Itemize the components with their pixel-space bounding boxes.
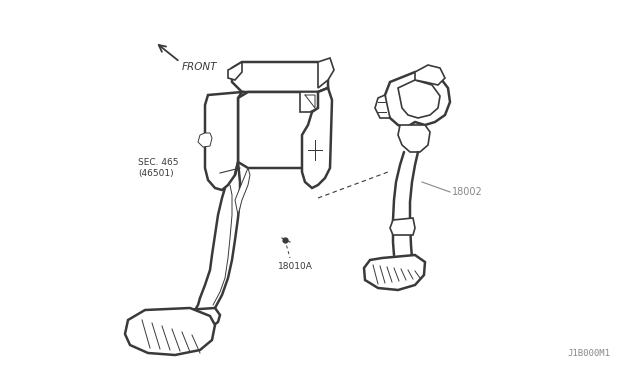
Polygon shape	[302, 88, 332, 188]
Polygon shape	[198, 133, 212, 147]
Text: J1B000M1: J1B000M1	[567, 349, 610, 358]
Polygon shape	[228, 62, 242, 80]
Polygon shape	[375, 95, 390, 118]
Polygon shape	[205, 92, 242, 190]
Polygon shape	[364, 255, 425, 290]
Polygon shape	[125, 308, 215, 355]
Polygon shape	[398, 80, 440, 118]
Polygon shape	[385, 72, 450, 128]
Polygon shape	[235, 168, 250, 215]
Polygon shape	[300, 92, 318, 112]
Text: FRONT: FRONT	[182, 62, 218, 72]
Polygon shape	[415, 65, 445, 85]
Polygon shape	[232, 62, 328, 92]
Polygon shape	[390, 218, 415, 235]
Polygon shape	[182, 308, 220, 328]
Polygon shape	[398, 125, 430, 152]
Text: 18002: 18002	[452, 187, 483, 197]
Text: SEC. 465
(46501): SEC. 465 (46501)	[138, 158, 179, 178]
Polygon shape	[238, 88, 328, 168]
Text: 18010A: 18010A	[278, 262, 313, 271]
Polygon shape	[318, 58, 334, 88]
